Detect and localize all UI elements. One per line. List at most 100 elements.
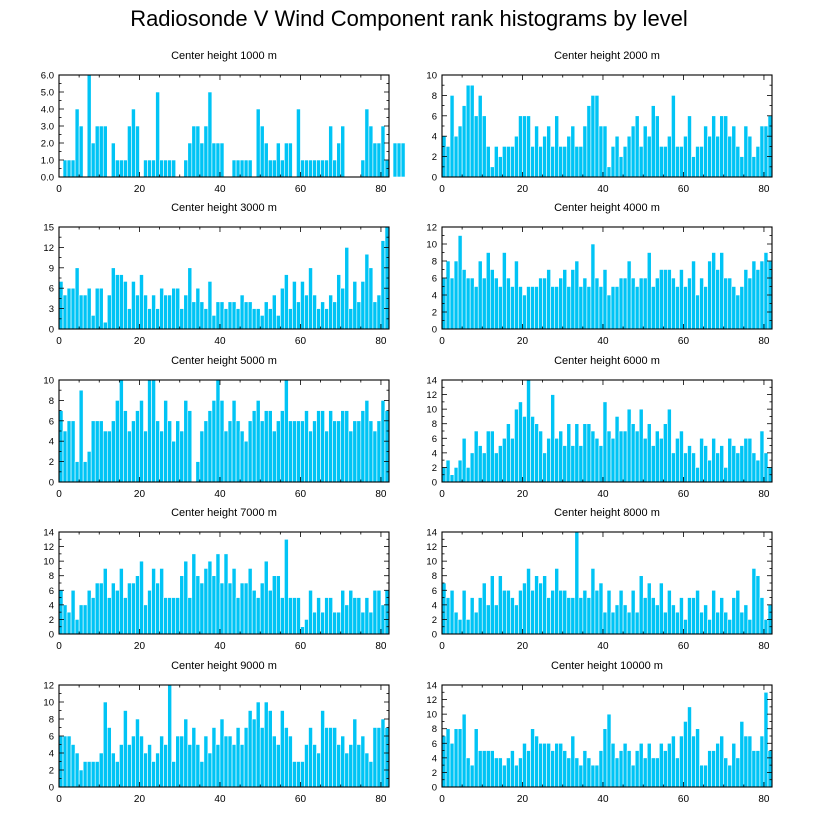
histogram-bar [62,430,68,483]
histogram-bar [465,277,471,330]
x-tick-label: 40 [214,489,226,500]
histogram-bar [123,597,128,635]
histogram-bar [139,560,144,635]
histogram-bar [211,727,217,788]
histogram-bar [304,159,309,178]
y-tick-label: 2 [49,615,54,626]
histogram-bar [538,277,543,330]
histogram-bar [534,735,539,788]
histogram-bar [320,611,325,635]
histogram-bar [376,142,382,178]
histogram-bar [465,757,471,788]
histogram-bar [98,287,104,330]
histogram-bar [638,146,644,178]
histogram-bar [586,423,592,483]
histogram-bar [288,735,293,788]
x-tick-label: 80 [375,184,387,195]
histogram-bar [723,115,729,178]
histogram-bar [82,761,88,788]
histogram-bar [445,459,451,483]
histogram-bar [457,619,463,635]
histogram-bar [763,125,769,178]
histogram-bar [239,159,245,178]
histogram-bar [461,105,467,178]
histogram-bar [675,757,680,788]
histogram-bar [763,252,769,330]
histogram-bar [364,597,370,635]
histogram-bar [711,115,716,178]
histogram-bar [654,604,660,635]
histogram-bar [634,286,640,330]
histogram-bar [727,619,733,635]
histogram-bar [348,430,354,483]
histogram-bar [98,420,104,483]
histogram-bar [522,294,527,330]
histogram-bar [453,728,459,788]
x-tick-label: 60 [678,336,690,347]
histogram-bar [78,604,84,635]
histogram-bar [111,420,116,483]
y-tick-label: 6 [432,739,437,750]
histogram-bar [98,752,104,788]
histogram-bar [203,125,209,178]
x-tick-label: 20 [517,794,529,805]
histogram-bar [485,604,491,635]
y-tick-label: 8 [432,257,437,268]
histogram-bar [546,597,551,635]
histogram-bar [235,420,241,483]
histogram-bar [119,379,124,483]
histogram-bar [570,597,576,635]
histogram-bar [235,597,241,635]
x-tick-label: 40 [597,641,609,652]
y-tick-label: 0 [432,478,437,489]
histogram-bar [646,582,652,635]
histogram-bar [340,735,346,788]
histogram-bar [111,752,116,788]
histogram-bar [695,467,700,483]
histogram-bar [638,742,644,788]
histogram-bar [590,568,596,635]
panel-4: Center height 4000 m 0 20 40 60 80 0 2 4 6 8 10 12 [426,202,773,347]
histogram-bar [94,287,100,330]
histogram-bar [675,146,680,178]
histogram-bar [271,159,277,178]
histogram-bar [538,430,543,483]
histogram-bar [368,761,374,788]
histogram-bar [348,589,354,635]
histogram-bar [336,611,342,635]
x-tick-label: 60 [678,641,690,652]
histogram-bar [485,750,491,788]
histogram-bar [300,159,305,178]
panel-title: Center height 5000 m [171,355,277,367]
histogram-bar [207,281,213,330]
histogram-bar [263,560,269,635]
histogram-bar [469,84,475,178]
histogram-bar [352,420,358,483]
histogram-bar [502,146,507,178]
histogram-bar [514,604,519,635]
histogram-bar [199,761,205,788]
histogram-bar [356,420,362,483]
x-tick-label: 0 [439,336,445,347]
histogram-bar [715,452,720,483]
histogram-bar [711,437,716,483]
histogram-bar [115,159,120,178]
histogram-bar [502,589,507,635]
histogram-bar [687,445,692,483]
histogram-bar [663,423,668,483]
histogram-bar [58,410,64,483]
histogram-bar [280,597,285,635]
histogram-bar [514,135,519,178]
histogram-bar [542,742,547,788]
histogram-bar [630,277,636,330]
histogram-bar [638,277,644,330]
histogram-bar [546,269,551,330]
histogram-bar [622,277,628,330]
histogram-bar [570,445,576,483]
histogram-bar [445,146,451,178]
histogram-bar [751,750,757,788]
histogram-bar [239,430,245,483]
panel-5: Center height 5000 m 0 20 40 60 80 0 2 4 6 8 10 [43,355,390,500]
histogram-bar [759,125,765,178]
histogram-bar [227,582,233,635]
